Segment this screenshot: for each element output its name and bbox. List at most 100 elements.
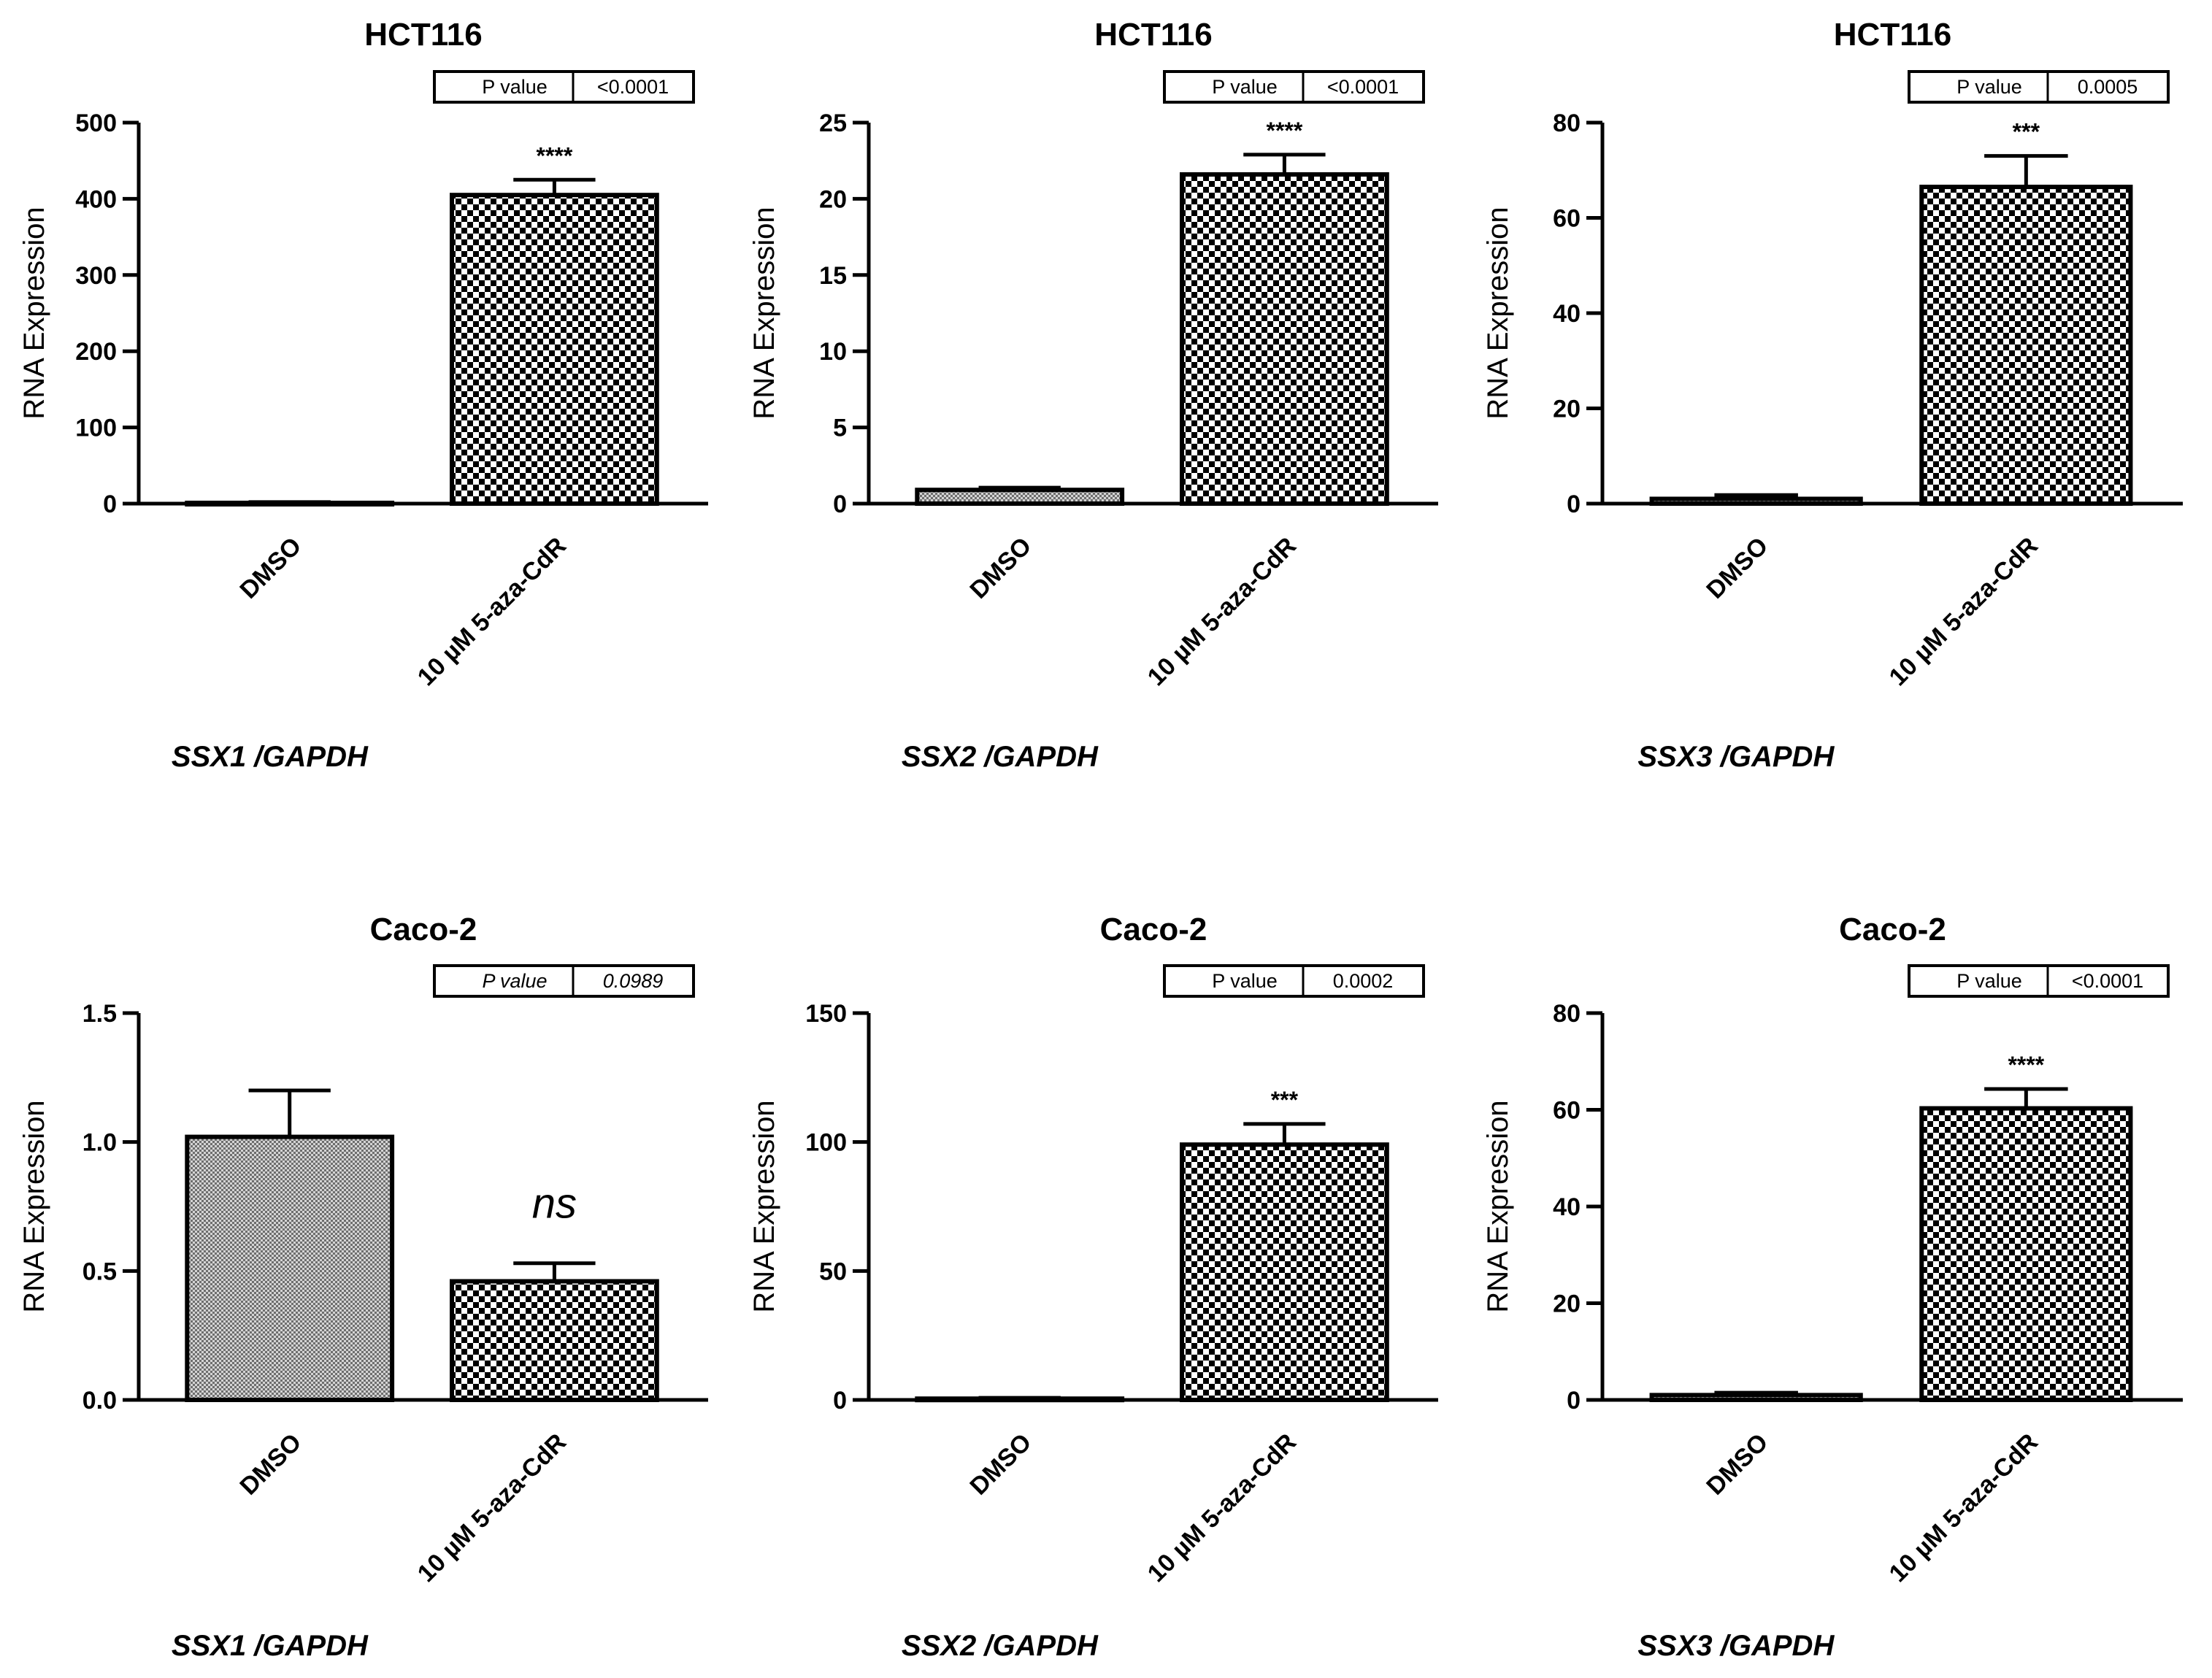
category-label: DMSO (1701, 532, 1773, 604)
y-tick-label: 0 (1567, 490, 1581, 518)
panel-title: Caco-2 (370, 912, 477, 947)
x-axis-label: SSX1 /GAPDH (172, 1630, 369, 1662)
bar-dmso (185, 1134, 395, 1402)
y-tick-label: 80 (1553, 109, 1581, 137)
chart-panel-6: Caco-2 P value <0.0001 0 20 40 60 80 RNA Express… (1482, 912, 2183, 1662)
x-axis-label: SSX2 /GAPDH (902, 741, 1099, 773)
category-label: 10 µM 5-aza-CdR (1884, 1428, 2043, 1587)
bar-dmso (1649, 1393, 1863, 1402)
x-axis-label: SSX3 /GAPDH (1637, 1630, 1835, 1662)
category-label: DMSO (964, 532, 1037, 604)
y-tick-label: 15 (819, 262, 847, 290)
category-label: DMSO (234, 1428, 307, 1501)
bar-aza (1180, 1142, 1389, 1402)
category-label: DMSO (234, 532, 307, 604)
significance-label: *** (2013, 119, 2040, 145)
panel-title: Caco-2 (1839, 912, 1946, 947)
y-tick-label: 300 (75, 262, 117, 290)
category-label: 10 µM 5-aza-CdR (412, 532, 572, 691)
significance-label: *** (1271, 1087, 1299, 1113)
pvalue-box (1908, 70, 2170, 104)
y-tick-label: 200 (75, 338, 117, 366)
pvalue-value: <0.0001 (597, 76, 669, 98)
y-tick-label: 10 (819, 338, 847, 366)
panel-title: HCT116 (1834, 17, 1951, 53)
y-tick-label: 20 (1553, 1290, 1581, 1318)
pvalue-box (433, 964, 695, 998)
pvalue-label: P value (1212, 970, 1278, 992)
y-tick-label: 0 (103, 490, 117, 518)
y-axis-label: RNA Expression (18, 1100, 50, 1312)
category-label: 10 µM 5-aza-CdR (1143, 1428, 1302, 1587)
bar-aza (1919, 1106, 2133, 1402)
y-axis-label: RNA Expression (1482, 1100, 1514, 1312)
panel-title: Caco-2 (1100, 912, 1207, 947)
y-tick-label: 100 (75, 415, 117, 442)
y-tick-label: 150 (805, 1000, 847, 1028)
chart-panel-3: HCT116 P value 0.0005 0 20 40 60 80 RNA Expressi… (1482, 17, 2183, 773)
y-axis-label: RNA Expression (18, 207, 50, 419)
significance-label: **** (1266, 118, 1302, 144)
significance-label: **** (536, 142, 572, 169)
x-axis-label: SSX2 /GAPDH (902, 1630, 1099, 1662)
chart-panel-2: HCT116 P value <0.0001 0 5 10 15 20 25 RNA Expres… (748, 17, 1438, 773)
pvalue-value: <0.0001 (2072, 970, 2143, 992)
y-tick-label: 0.0 (82, 1387, 117, 1415)
pvalue-box (1163, 70, 1425, 104)
y-tick-label: 400 (75, 185, 117, 213)
category-label: 10 µM 5-aza-CdR (1143, 532, 1302, 691)
bar-dmso (1649, 496, 1863, 506)
bar-aza (450, 1279, 659, 1403)
chart-panel-5: Caco-2 P value 0.0002 0 50 100 150 RNA Expressi… (748, 912, 1438, 1662)
y-tick-label: 0 (1567, 1387, 1581, 1415)
x-axis-label: SSX1 /GAPDH (172, 741, 369, 773)
pvalue-label: P value (1956, 76, 2022, 98)
pvalue-value: 0.0989 (603, 970, 664, 992)
y-tick-label: 20 (1553, 396, 1581, 423)
x-axis-label: SSX3 /GAPDH (1637, 741, 1835, 773)
y-tick-label: 100 (805, 1129, 847, 1157)
panel-title: HCT116 (1094, 17, 1212, 53)
pvalue-label: P value (482, 970, 547, 992)
y-tick-label: 50 (819, 1258, 847, 1285)
y-tick-label: 0 (833, 490, 847, 518)
y-tick-label: 80 (1553, 1000, 1581, 1028)
y-tick-label: 20 (819, 185, 847, 213)
y-tick-label: 0 (833, 1387, 847, 1415)
y-axis-label: RNA Expression (748, 207, 780, 419)
pvalue-box (1908, 964, 2170, 998)
significance-label: **** (2008, 1052, 2044, 1078)
y-tick-label: 40 (1553, 300, 1581, 328)
y-tick-label: 5 (833, 415, 847, 442)
y-axis-label: RNA Expression (748, 1100, 780, 1312)
chart-panel-4: Caco-2 P value 0.0989 0.0 0.5 1.0 1.5 RNA Expre… (18, 912, 708, 1662)
y-tick-label: 60 (1553, 1097, 1581, 1125)
category-label: 10 µM 5-aza-CdR (1884, 532, 2043, 691)
y-tick-label: 25 (819, 109, 847, 137)
pvalue-value: <0.0001 (1327, 76, 1399, 98)
pvalue-label: P value (1956, 970, 2022, 992)
panel-title: HCT116 (364, 17, 482, 53)
category-label: 10 µM 5-aza-CdR (412, 1428, 572, 1587)
y-tick-label: 40 (1553, 1193, 1581, 1221)
y-tick-label: 0.5 (82, 1258, 117, 1285)
bar-aza (1180, 172, 1389, 506)
y-tick-label: 1.0 (82, 1129, 117, 1157)
y-tick-label: 1.5 (82, 1000, 117, 1028)
y-axis-label: RNA Expression (1482, 207, 1514, 419)
category-label: DMSO (964, 1428, 1037, 1501)
y-tick-label: 60 (1553, 205, 1581, 233)
chart-panel-1: HCT116 P value <0.0001 0 100 200 300 400 500 RNA … (18, 17, 708, 773)
pvalue-label: P value (1212, 76, 1278, 98)
bar-dmso (915, 488, 1125, 507)
pvalue-value: 0.0005 (2078, 76, 2138, 98)
significance-label: ns (532, 1180, 577, 1228)
y-tick-label: 500 (75, 109, 117, 137)
bar-aza (450, 193, 659, 506)
category-label: DMSO (1701, 1428, 1773, 1501)
pvalue-box (1163, 964, 1425, 998)
pvalue-value: 0.0002 (1333, 970, 1394, 992)
pvalue-box (433, 70, 695, 104)
pvalue-label: P value (482, 76, 548, 98)
